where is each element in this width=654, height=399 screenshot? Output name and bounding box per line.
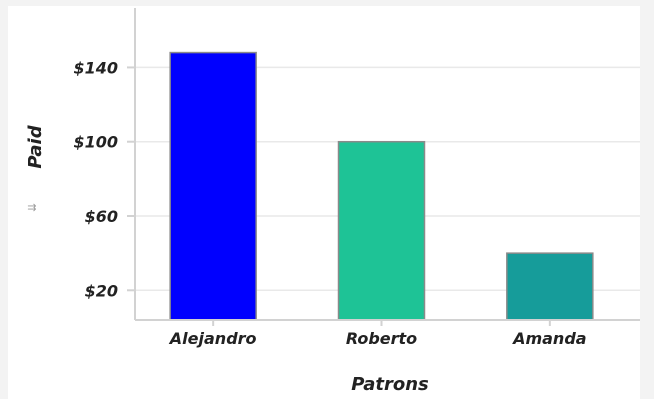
y-tick-label: $20 xyxy=(85,281,118,300)
x-tick-label: Alejandro xyxy=(168,329,257,348)
chart-card xyxy=(8,6,640,399)
x-tick-label: Roberto xyxy=(346,329,417,348)
data-label-toggle-icon[interactable]: ⇉ xyxy=(27,201,37,214)
y-tick-label: $60 xyxy=(85,207,118,226)
bar-alejandro[interactable] xyxy=(169,51,257,321)
y-tick-label: $100 xyxy=(73,133,118,152)
x-tick-label: Amanda xyxy=(511,329,587,348)
y-tick-label: $140 xyxy=(73,58,118,77)
bars xyxy=(169,51,594,321)
x-axis-title: Patrons xyxy=(351,374,429,395)
y-tick-labels: $20 $60 $100 $140 xyxy=(73,58,135,300)
bar-roberto[interactable] xyxy=(337,140,426,321)
y-axis-title: Paid xyxy=(25,124,46,168)
bar-amanda[interactable] xyxy=(506,252,594,321)
x-tick-labels: Alejandro Roberto Amanda xyxy=(168,320,587,348)
